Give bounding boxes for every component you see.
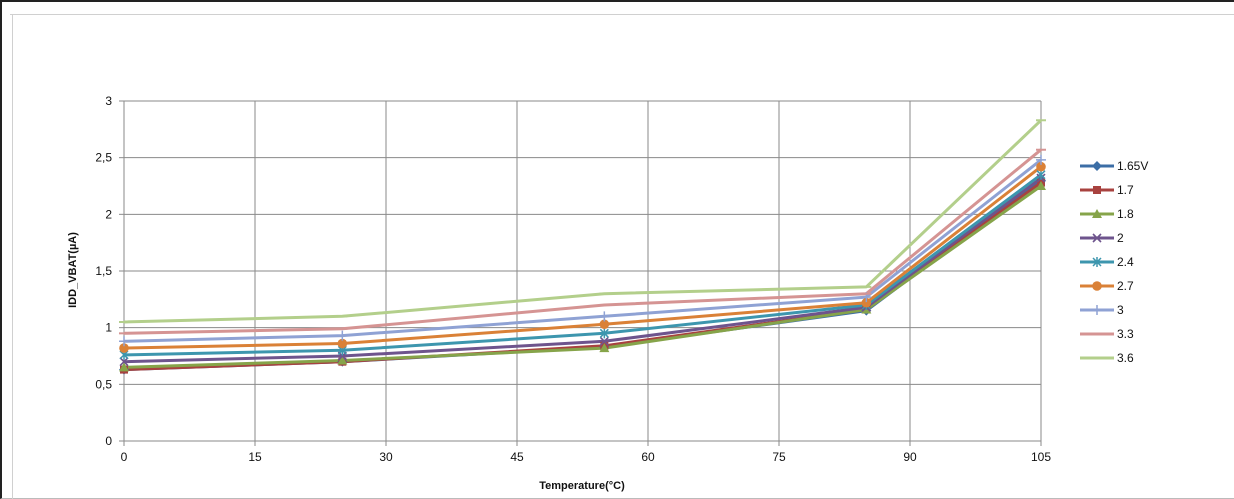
data-point-3 (599, 311, 610, 322)
series-line-3-6 (123, 119, 1043, 324)
y-tick-label: 0 (105, 434, 112, 448)
y-tick-label: 2 (105, 207, 112, 221)
x-tick-label: 45 (510, 450, 524, 464)
legend-label: 2.7 (1117, 279, 1134, 293)
series-line-3-3 (123, 148, 1042, 335)
data-point-1-8 (119, 362, 129, 372)
legend-marker (1092, 233, 1102, 243)
legend-item-3-3: 3.3 (1080, 327, 1134, 341)
legend-label: 1.7 (1117, 183, 1134, 197)
legend-label: 3.6 (1117, 351, 1134, 365)
data-point-1-8 (337, 355, 348, 365)
data-point-2 (599, 336, 609, 346)
data-point-2-4 (599, 328, 609, 339)
y-tick-label: 2,5 (95, 151, 112, 165)
data-point-2-7 (1036, 161, 1046, 172)
tick-labels: 00,511,522,530 15 30 45 60 75 90 105 (95, 94, 1051, 464)
data-point-3 (337, 330, 348, 341)
data-point-2-7 (861, 297, 872, 308)
x-tick-label: 0 (121, 450, 128, 464)
axes (119, 100, 1042, 446)
legend-item-1-8: 1.8 (1080, 207, 1134, 221)
legend-label: 2 (1117, 231, 1124, 245)
legend: 1.65V 1.7 1.8 2 2.4 2.7 3 3.3 3.6 (1080, 159, 1148, 365)
legend-label: 3 (1117, 303, 1124, 317)
x-tick-label: 90 (903, 450, 917, 464)
y-tick-label: 1 (105, 321, 112, 335)
data-point-2-7 (599, 319, 610, 330)
x-tick-label: 30 (379, 450, 393, 464)
data-point-1-8 (599, 343, 610, 353)
x-tick-label: 105 (1031, 450, 1051, 464)
data-point-2-7 (119, 343, 129, 353)
legend-label: 1.65V (1117, 159, 1148, 173)
data-point-3 (1036, 154, 1046, 165)
legend-label: 2.4 (1117, 255, 1134, 269)
data-point-2-7 (337, 338, 348, 349)
legend-item-2-7: 2.7 (1080, 279, 1134, 293)
gridlines (124, 100, 1042, 441)
legend-marker (1092, 161, 1102, 171)
legend-item-3-6: 3.6 (1080, 351, 1134, 365)
data-point-2 (119, 357, 129, 367)
data-point-3 (119, 336, 129, 347)
legend-item-2-4: 2.4 (1080, 255, 1134, 269)
legend-item-1-65v: 1.65V (1080, 159, 1148, 173)
y-tick-label: 0,5 (95, 377, 112, 391)
legend-marker (1092, 281, 1102, 291)
data-point-1-8 (1036, 181, 1046, 190)
legend-label: 1.8 (1117, 207, 1134, 221)
series-line-2-7 (123, 165, 1042, 350)
x-tick-label: 60 (641, 450, 655, 464)
chart-left-border (12, 14, 13, 499)
x-tick-label: 15 (248, 450, 262, 464)
legend-marker (1092, 209, 1102, 218)
x-axis-title: Temperature(°C) (539, 480, 625, 492)
x-tick-label: 75 (772, 450, 786, 464)
legend-label: 3.3 (1117, 327, 1134, 341)
legend-marker (1092, 257, 1102, 267)
y-axis-title: IDD_VBAT(µA) (67, 232, 79, 308)
series-markers (119, 119, 1046, 375)
y-tick-label: 1,5 (95, 264, 112, 278)
y-tick-label: 3 (105, 94, 112, 108)
legend-item-2: 2 (1080, 231, 1124, 245)
legend-item-3: 3 (1080, 303, 1124, 317)
legend-item-1-7: 1.7 (1080, 183, 1134, 197)
chart-top-border (10, 14, 1234, 15)
legend-marker (1092, 305, 1102, 315)
legend-marker (1093, 186, 1101, 194)
